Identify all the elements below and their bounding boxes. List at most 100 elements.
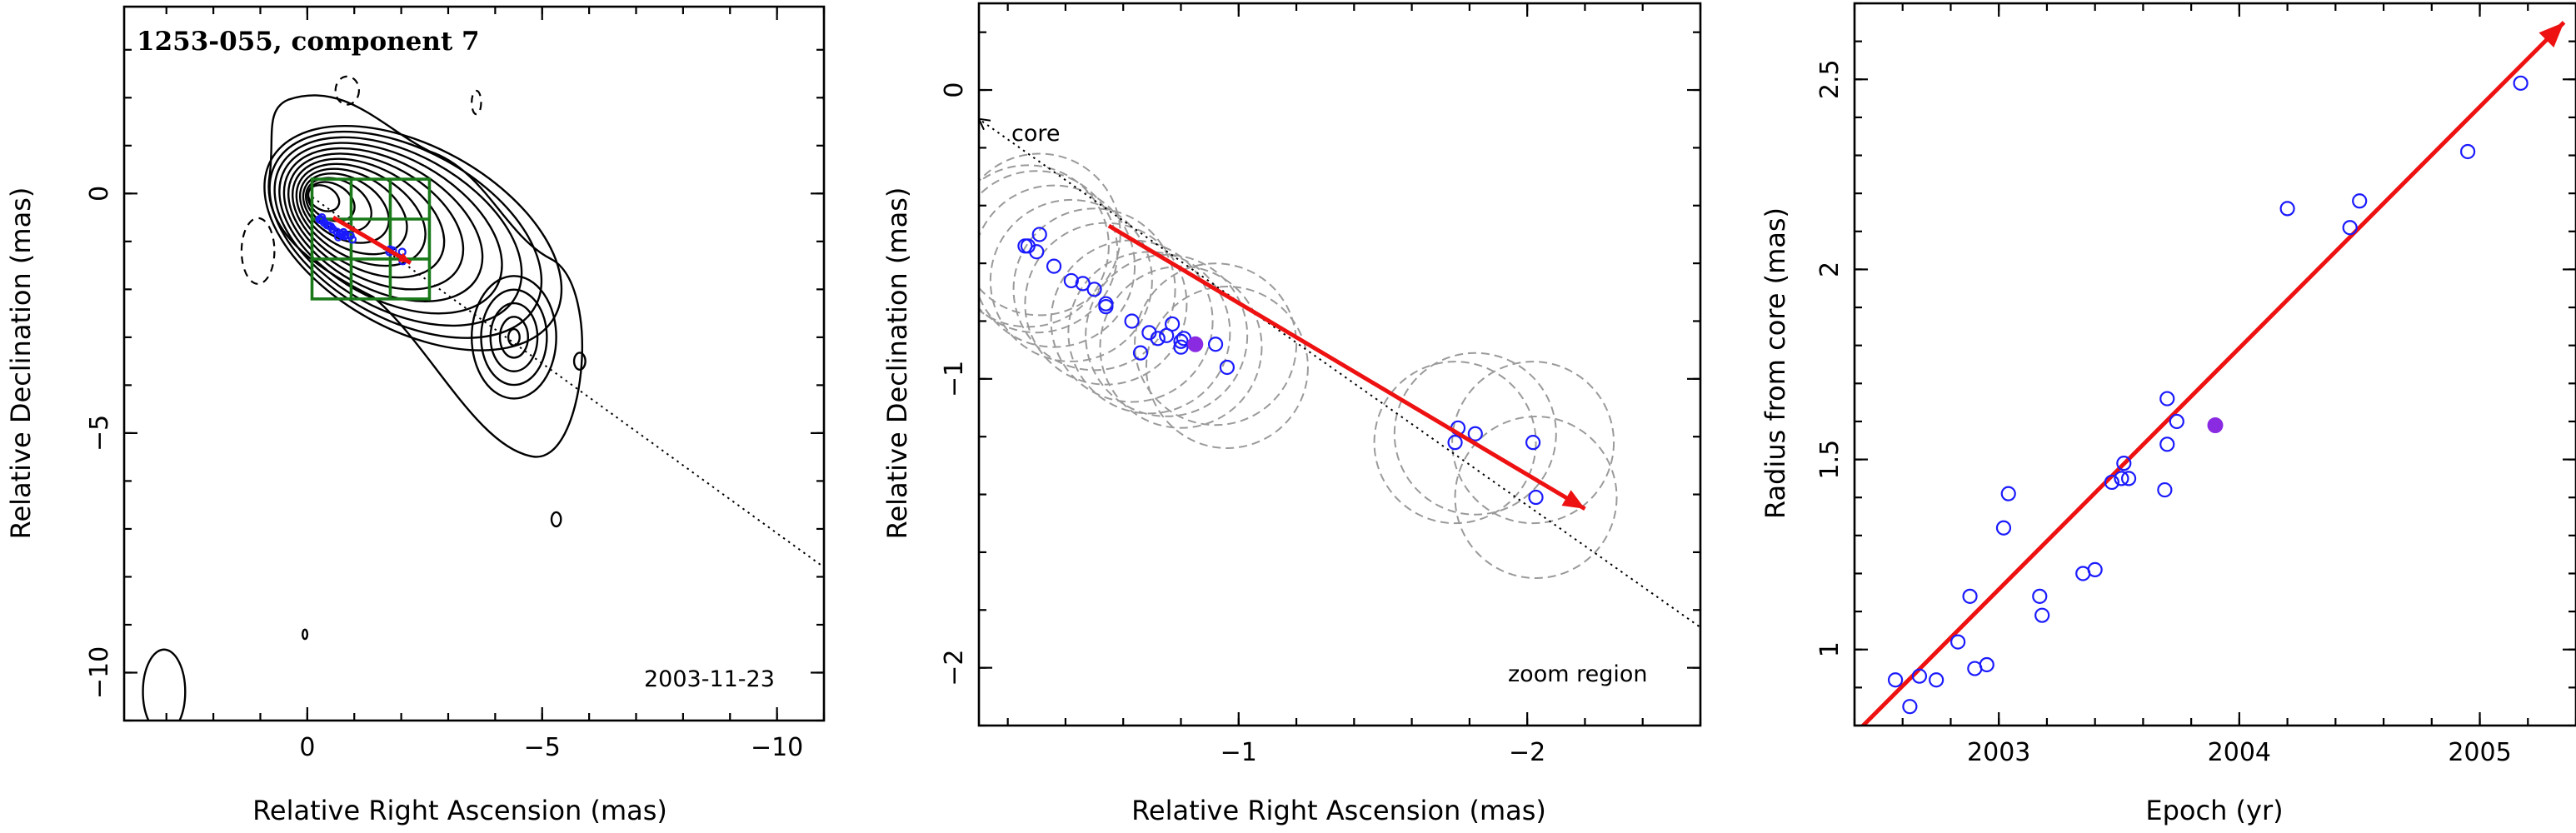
velocity-vector — [1107, 223, 1586, 511]
x-tick-label: 2005 — [2448, 738, 2511, 767]
radius-point — [1995, 520, 2012, 536]
highlight-position — [1187, 336, 1204, 352]
uncertainty-circle — [1024, 222, 1188, 386]
contour-main — [295, 162, 427, 267]
contour-secondary — [470, 275, 557, 400]
trajectory-line — [981, 120, 1700, 628]
y-tick-label: −2 — [940, 650, 969, 686]
y-tick-label: 1 — [1815, 641, 1845, 657]
component-position — [1150, 331, 1166, 347]
uncertainty-circle — [1393, 352, 1557, 516]
radius-point — [2169, 413, 2184, 430]
radius-point — [1979, 656, 1994, 673]
fit-line — [1860, 21, 2566, 726]
panel2-core-label: core — [1011, 121, 1060, 147]
radius-point — [2279, 201, 2295, 217]
component-position — [1132, 345, 1149, 361]
uncertainty-circle — [1050, 239, 1214, 403]
velocity-vector-head — [1561, 490, 1585, 509]
panel2-ylabel: Relative Declination (mas) — [881, 187, 913, 540]
panel1-xlabel: Relative Right Ascension (mas) — [252, 795, 667, 826]
panel1-ticks: 0 −5 −10 0 −5 −10 — [85, 7, 826, 762]
panel2-plot-area — [979, 117, 1700, 628]
zoom-box — [310, 177, 432, 301]
component-position — [1447, 435, 1463, 451]
component-position — [1525, 435, 1541, 451]
uncertainty-circle — [1373, 361, 1537, 525]
y-tick-label: 1.5 — [1815, 440, 1845, 480]
panel1-plot-area — [142, 75, 824, 721]
component-position — [1124, 313, 1140, 329]
trajectory-line — [307, 192, 824, 568]
component-position — [1467, 426, 1483, 441]
panel1-date-label: 2003-11-23 — [644, 666, 775, 692]
component-position — [1029, 244, 1045, 260]
component-position — [1031, 227, 1047, 242]
uncertainty-circle — [1145, 285, 1309, 449]
radius-point — [1911, 668, 1928, 684]
panel3-frame — [1853, 2, 2576, 727]
panel1-ylabel: Relative Declination (mas) — [5, 187, 37, 540]
uncertainty-circle — [979, 170, 1119, 334]
y-tick-label: 0 — [85, 186, 114, 202]
radius-point — [1962, 588, 1978, 604]
panel-zoom-region: core zoom region Relative Right Ascensio… — [881, 2, 1702, 826]
panel3-plot-area — [1860, 21, 2566, 726]
contour-negative — [471, 89, 482, 116]
component-position — [1219, 359, 1236, 376]
uncertainty-circle — [1451, 361, 1615, 525]
panel3-ylabel: Radius from core (mas) — [1760, 207, 1791, 519]
panel3-xlabel: Epoch (yr) — [2145, 795, 2283, 826]
radius-point — [2342, 220, 2358, 236]
component-position — [1173, 333, 1189, 349]
y-tick-label: −1 — [940, 361, 969, 397]
y-tick-label: 2 — [1815, 262, 1845, 277]
contour-outer — [267, 94, 583, 458]
radius-point — [2000, 486, 2016, 501]
radius-point — [2159, 391, 2175, 407]
x-tick-label: −2 — [1509, 738, 1545, 767]
radius-point — [2513, 75, 2529, 91]
contour-small — [302, 628, 309, 641]
uncertainty-circle — [1134, 262, 1298, 426]
core-arrowhead — [979, 117, 991, 131]
x-tick-label: 2003 — [1967, 738, 2030, 767]
radius-point — [2104, 474, 2119, 491]
contour-main — [263, 125, 563, 352]
radius-point — [2460, 143, 2476, 160]
x-tick-label: −1 — [1221, 738, 1257, 767]
uncertainty-circle — [979, 184, 1136, 348]
y-tick-label: 0 — [940, 82, 969, 97]
contour-negative — [240, 217, 276, 285]
contour-secondary — [489, 302, 539, 372]
component-position — [1173, 339, 1189, 355]
radius-point — [1950, 634, 1966, 650]
contour-main — [302, 172, 391, 244]
fit-line-head — [2539, 22, 2564, 47]
contour-secondary — [498, 316, 530, 359]
panel2-xlabel: Relative Right Ascension (mas) — [1131, 795, 1546, 826]
panel1-frame — [122, 5, 826, 722]
radius-point — [1902, 699, 1918, 715]
uncertainty-circle — [1012, 207, 1176, 372]
radius-point — [1887, 672, 1904, 688]
radius-point — [2087, 561, 2103, 578]
component-position — [341, 230, 350, 239]
contour-main — [268, 130, 543, 339]
panel-contour-map: 1253-055, component 7 2003-11-23 Relativ… — [5, 5, 826, 826]
contour-secondary — [507, 327, 521, 347]
beam-ellipse — [142, 648, 187, 721]
panel2-frame — [977, 2, 1702, 727]
component-position — [1046, 258, 1062, 274]
contour-secondary — [480, 288, 548, 387]
component-position — [1086, 282, 1102, 297]
radius-point — [2116, 456, 2132, 471]
component-position — [1207, 337, 1224, 352]
contour-main — [287, 152, 465, 291]
y-tick-label: 2.5 — [1815, 59, 1845, 99]
contour-main — [278, 142, 503, 315]
radius-point — [2352, 193, 2368, 209]
radius-point — [1929, 672, 1944, 688]
highlight-radius-point — [2207, 417, 2224, 434]
